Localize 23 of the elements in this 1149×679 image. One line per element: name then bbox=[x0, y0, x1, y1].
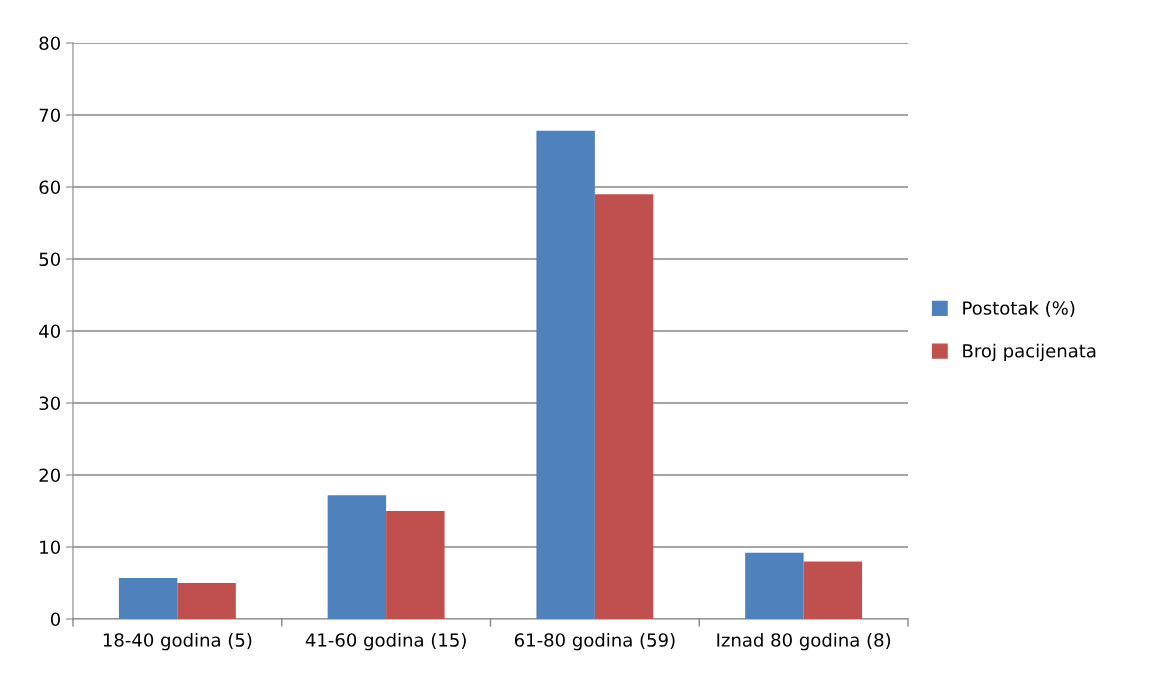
x-tick-label: 41-60 godina (15) bbox=[305, 632, 466, 651]
y-tick-label: 30 bbox=[39, 396, 60, 411]
bar bbox=[536, 130, 595, 619]
x-tick-label: 18-40 godina (5) bbox=[103, 632, 252, 651]
bar bbox=[118, 577, 178, 619]
bar bbox=[803, 561, 863, 619]
y-tick-label: 10 bbox=[40, 540, 60, 555]
y-tick-label: 80 bbox=[39, 36, 60, 51]
x-tick-label: Iznad 80 godina (8) bbox=[717, 632, 891, 651]
bar bbox=[594, 194, 654, 619]
legend-label: Postotak (%) bbox=[963, 300, 1075, 317]
bar bbox=[177, 583, 236, 619]
x-tick-label: 61-80 godina (59) bbox=[514, 632, 675, 651]
y-tick-label: 60 bbox=[39, 180, 60, 195]
y-tick-label: 0 bbox=[50, 612, 60, 627]
y-tick-label: 70 bbox=[39, 108, 60, 123]
bar bbox=[745, 552, 804, 619]
y-tick-label: 50 bbox=[39, 252, 60, 267]
legend-label: Broj pacijenata bbox=[963, 343, 1096, 362]
bar bbox=[327, 495, 387, 619]
y-tick-label: 20 bbox=[39, 468, 60, 483]
bar bbox=[386, 511, 445, 619]
y-tick-label: 40 bbox=[39, 324, 60, 339]
